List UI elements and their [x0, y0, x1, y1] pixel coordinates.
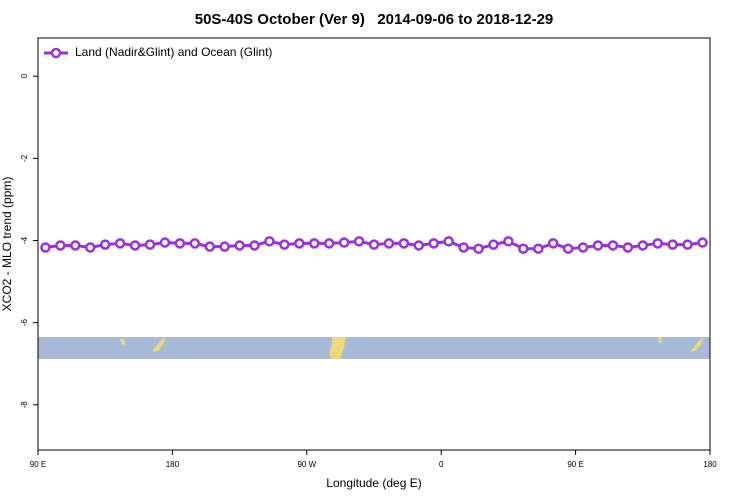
point [338, 237, 350, 248]
point [622, 242, 634, 253]
point [637, 240, 649, 251]
point [323, 238, 335, 249]
point [353, 236, 365, 247]
land-map-strip [38, 337, 710, 359]
point [458, 242, 469, 253]
y-tick-label: -4 [20, 236, 29, 244]
x-axis-label: Longitude (deg E) [326, 476, 421, 490]
y-tick-label: -8 [20, 401, 29, 409]
chart-title: 50S-40S October (Ver 9) 2014-09-06 to 20… [195, 11, 554, 28]
point [294, 238, 305, 249]
y-axis-label: XCO2 - MLO trend (ppm) [0, 177, 14, 312]
x-tick-label: 180 [703, 460, 717, 469]
point [204, 241, 215, 252]
point [562, 243, 574, 254]
point [189, 238, 201, 249]
x-tick-label: 180 [166, 460, 180, 469]
legend-label: Land (Nadir&Glint) and Ocean (Glint) [75, 45, 272, 59]
point [99, 239, 111, 250]
point [413, 240, 425, 251]
point [473, 243, 484, 254]
x-tick-label: 90 E [567, 460, 583, 469]
point [443, 236, 454, 247]
point [85, 242, 96, 253]
point [503, 236, 514, 247]
x-tick-label: 0 [439, 460, 444, 469]
point [682, 239, 693, 250]
point [488, 239, 499, 250]
point [607, 240, 619, 251]
point [159, 237, 171, 248]
point [368, 239, 380, 250]
point [518, 243, 529, 254]
point [309, 238, 320, 249]
point [129, 240, 141, 251]
point [652, 238, 663, 249]
legend-marker [50, 47, 62, 59]
plot-frame [37, 37, 711, 451]
point [219, 241, 230, 252]
x-tick-label: 90 W [297, 460, 316, 469]
point [383, 238, 395, 249]
y-tick-label: 0 [20, 73, 29, 78]
point [577, 242, 589, 253]
point [234, 240, 245, 251]
point [279, 239, 290, 250]
point [667, 239, 678, 250]
point [547, 238, 559, 249]
point [55, 240, 66, 251]
point [144, 239, 156, 250]
point [592, 240, 604, 251]
x-tick-label: 90 E [30, 460, 46, 469]
y-tick-label: -2 [20, 154, 29, 162]
point [114, 238, 126, 249]
point [70, 240, 81, 251]
point [40, 242, 51, 253]
point [249, 240, 260, 251]
point [533, 243, 544, 254]
point [428, 238, 439, 249]
y-tick-label: -6 [20, 319, 29, 327]
point [264, 236, 275, 247]
point [398, 238, 410, 249]
point [174, 238, 186, 249]
point [697, 237, 708, 248]
